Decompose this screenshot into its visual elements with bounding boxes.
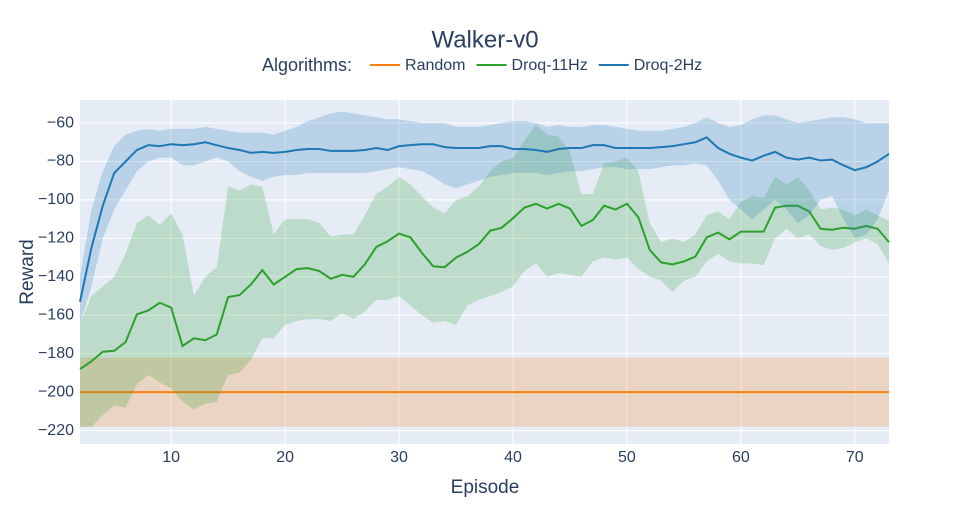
plot-background	[80, 100, 889, 444]
y-tick-label: −80	[47, 153, 74, 170]
x-tick-label: 40	[504, 449, 522, 466]
y-tick-label: −180	[38, 345, 74, 362]
x-tick-label: 30	[390, 449, 408, 466]
x-axis-label: Episode	[451, 477, 520, 498]
legend-title: Algorithms:	[262, 55, 352, 75]
x-tick-label: 20	[276, 449, 294, 466]
legend-label: Random	[405, 57, 465, 74]
chart-title: Walker-v0	[431, 26, 538, 53]
y-tick-label: −60	[47, 114, 74, 131]
series-line	[79, 136, 890, 302]
x-tick-label: 70	[846, 449, 864, 466]
y-tick-label: −200	[38, 383, 74, 400]
series-line	[79, 202, 890, 370]
legend-label: Droq-2Hz	[634, 57, 702, 74]
confidence-band	[80, 124, 889, 427]
y-axis-label: Reward	[17, 239, 38, 304]
legend-label: Droq-11Hz	[512, 57, 588, 74]
y-tick-label: −140	[38, 268, 74, 285]
x-tick-label: 10	[162, 449, 180, 466]
y-tick-label: −100	[38, 191, 74, 208]
y-tick-label: −160	[38, 306, 74, 323]
x-tick-label: 60	[732, 449, 750, 466]
confidence-band	[80, 111, 889, 325]
y-tick-label: −220	[38, 422, 74, 439]
y-tick-label: −120	[38, 230, 74, 247]
x-tick-label: 50	[618, 449, 636, 466]
